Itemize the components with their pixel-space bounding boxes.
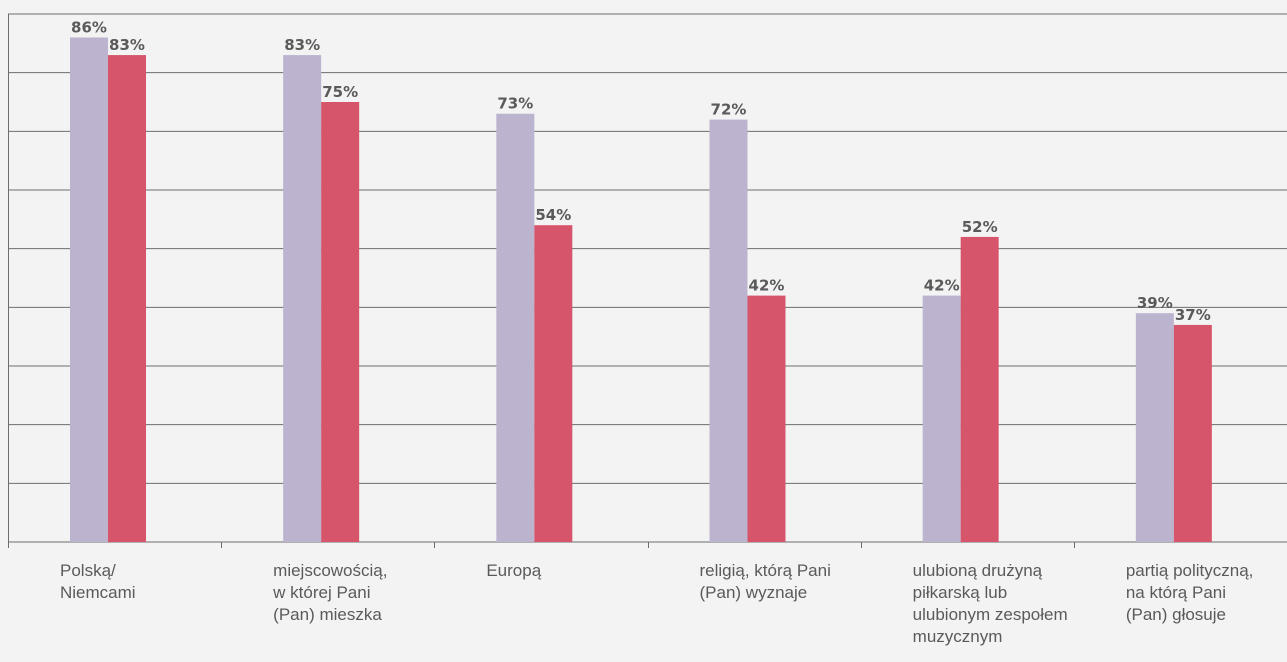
x-tick-label: Polską/ Niemcami — [60, 561, 136, 602]
bar — [960, 236, 999, 542]
data-label: 83% — [109, 36, 145, 54]
data-label: 54% — [535, 206, 571, 224]
data-label: 73% — [497, 95, 533, 113]
bar — [747, 295, 786, 542]
x-tick-label: partią polityczną, na którą Pani (Pan) g… — [1125, 561, 1254, 624]
x-tick-label: miejscowością, w której Pani (Pan) miesz… — [273, 561, 388, 624]
bar — [1135, 313, 1174, 542]
bar — [922, 295, 961, 542]
data-label: 52% — [962, 218, 998, 236]
bar — [108, 55, 146, 543]
data-label: 42% — [924, 277, 960, 295]
bar — [321, 102, 360, 542]
bar — [534, 225, 573, 542]
x-tick-label: ulubioną drużyną piłkarską lub ulubionym… — [912, 561, 1068, 646]
data-label: 39% — [1137, 294, 1173, 312]
data-label: 86% — [71, 18, 107, 36]
data-label: 42% — [749, 277, 785, 295]
data-label: 72% — [711, 101, 747, 119]
bar — [1173, 324, 1212, 542]
bar — [709, 119, 748, 542]
data-label: 83% — [284, 36, 320, 54]
bar — [496, 113, 535, 542]
x-tick-label: Europą — [486, 561, 542, 580]
bar — [283, 55, 322, 543]
data-label: 37% — [1175, 306, 1211, 324]
bar — [70, 37, 108, 542]
x-tick-label: religią, którą Pani (Pan) wyznaje — [699, 561, 831, 602]
data-label: 75% — [322, 83, 358, 101]
